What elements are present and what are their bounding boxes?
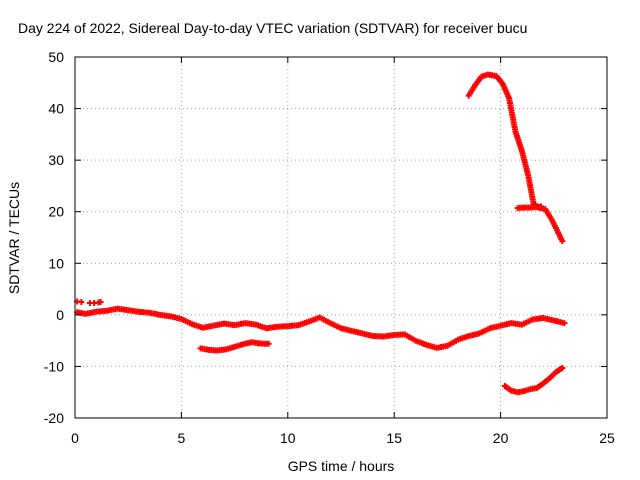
y-tick-label: 10	[48, 255, 64, 271]
x-tick-label: 20	[493, 430, 509, 446]
series-lower-segment-20-23h	[501, 364, 566, 396]
series-lower-segment-6-9h	[197, 339, 272, 354]
y-tick-label: 0	[56, 307, 64, 323]
data-point	[97, 298, 104, 305]
data-point	[561, 320, 568, 327]
series-upper-arc	[465, 71, 566, 245]
y-tick-label: 30	[48, 152, 64, 168]
data-point	[265, 340, 272, 347]
grid	[75, 57, 607, 418]
x-tick-label: 10	[280, 430, 296, 446]
chart-title: Day 224 of 2022, Sidereal Day-to-day VTE…	[18, 20, 527, 36]
y-tick-label: -10	[44, 358, 64, 374]
y-tick-label: -20	[44, 410, 64, 426]
y-tick-label: 50	[48, 49, 64, 65]
x-tick-label: 0	[71, 430, 79, 446]
y-tick-label: 20	[48, 204, 64, 220]
x-axis-ticks: 0 5 10 15 20 25	[71, 57, 615, 446]
data-point	[559, 364, 566, 371]
series-early-isolated	[74, 298, 104, 306]
data-series	[74, 71, 568, 396]
data-point	[78, 298, 85, 305]
x-tick-label: 25	[599, 430, 615, 446]
series-main-track	[74, 305, 568, 351]
data-point	[538, 203, 545, 210]
series-branch-21h	[514, 203, 545, 212]
x-axis-label: GPS time / hours	[288, 458, 395, 474]
plot-frame	[74, 56, 608, 419]
y-axis-label: SDTVAR / TECUs	[6, 182, 22, 294]
x-tick-label: 5	[178, 430, 186, 446]
y-axis-ticks: -20 -10 0 10 20 30 40 50	[44, 49, 607, 426]
x-tick-label: 15	[386, 430, 402, 446]
data-point	[559, 238, 566, 245]
y-tick-label: 40	[48, 101, 64, 117]
